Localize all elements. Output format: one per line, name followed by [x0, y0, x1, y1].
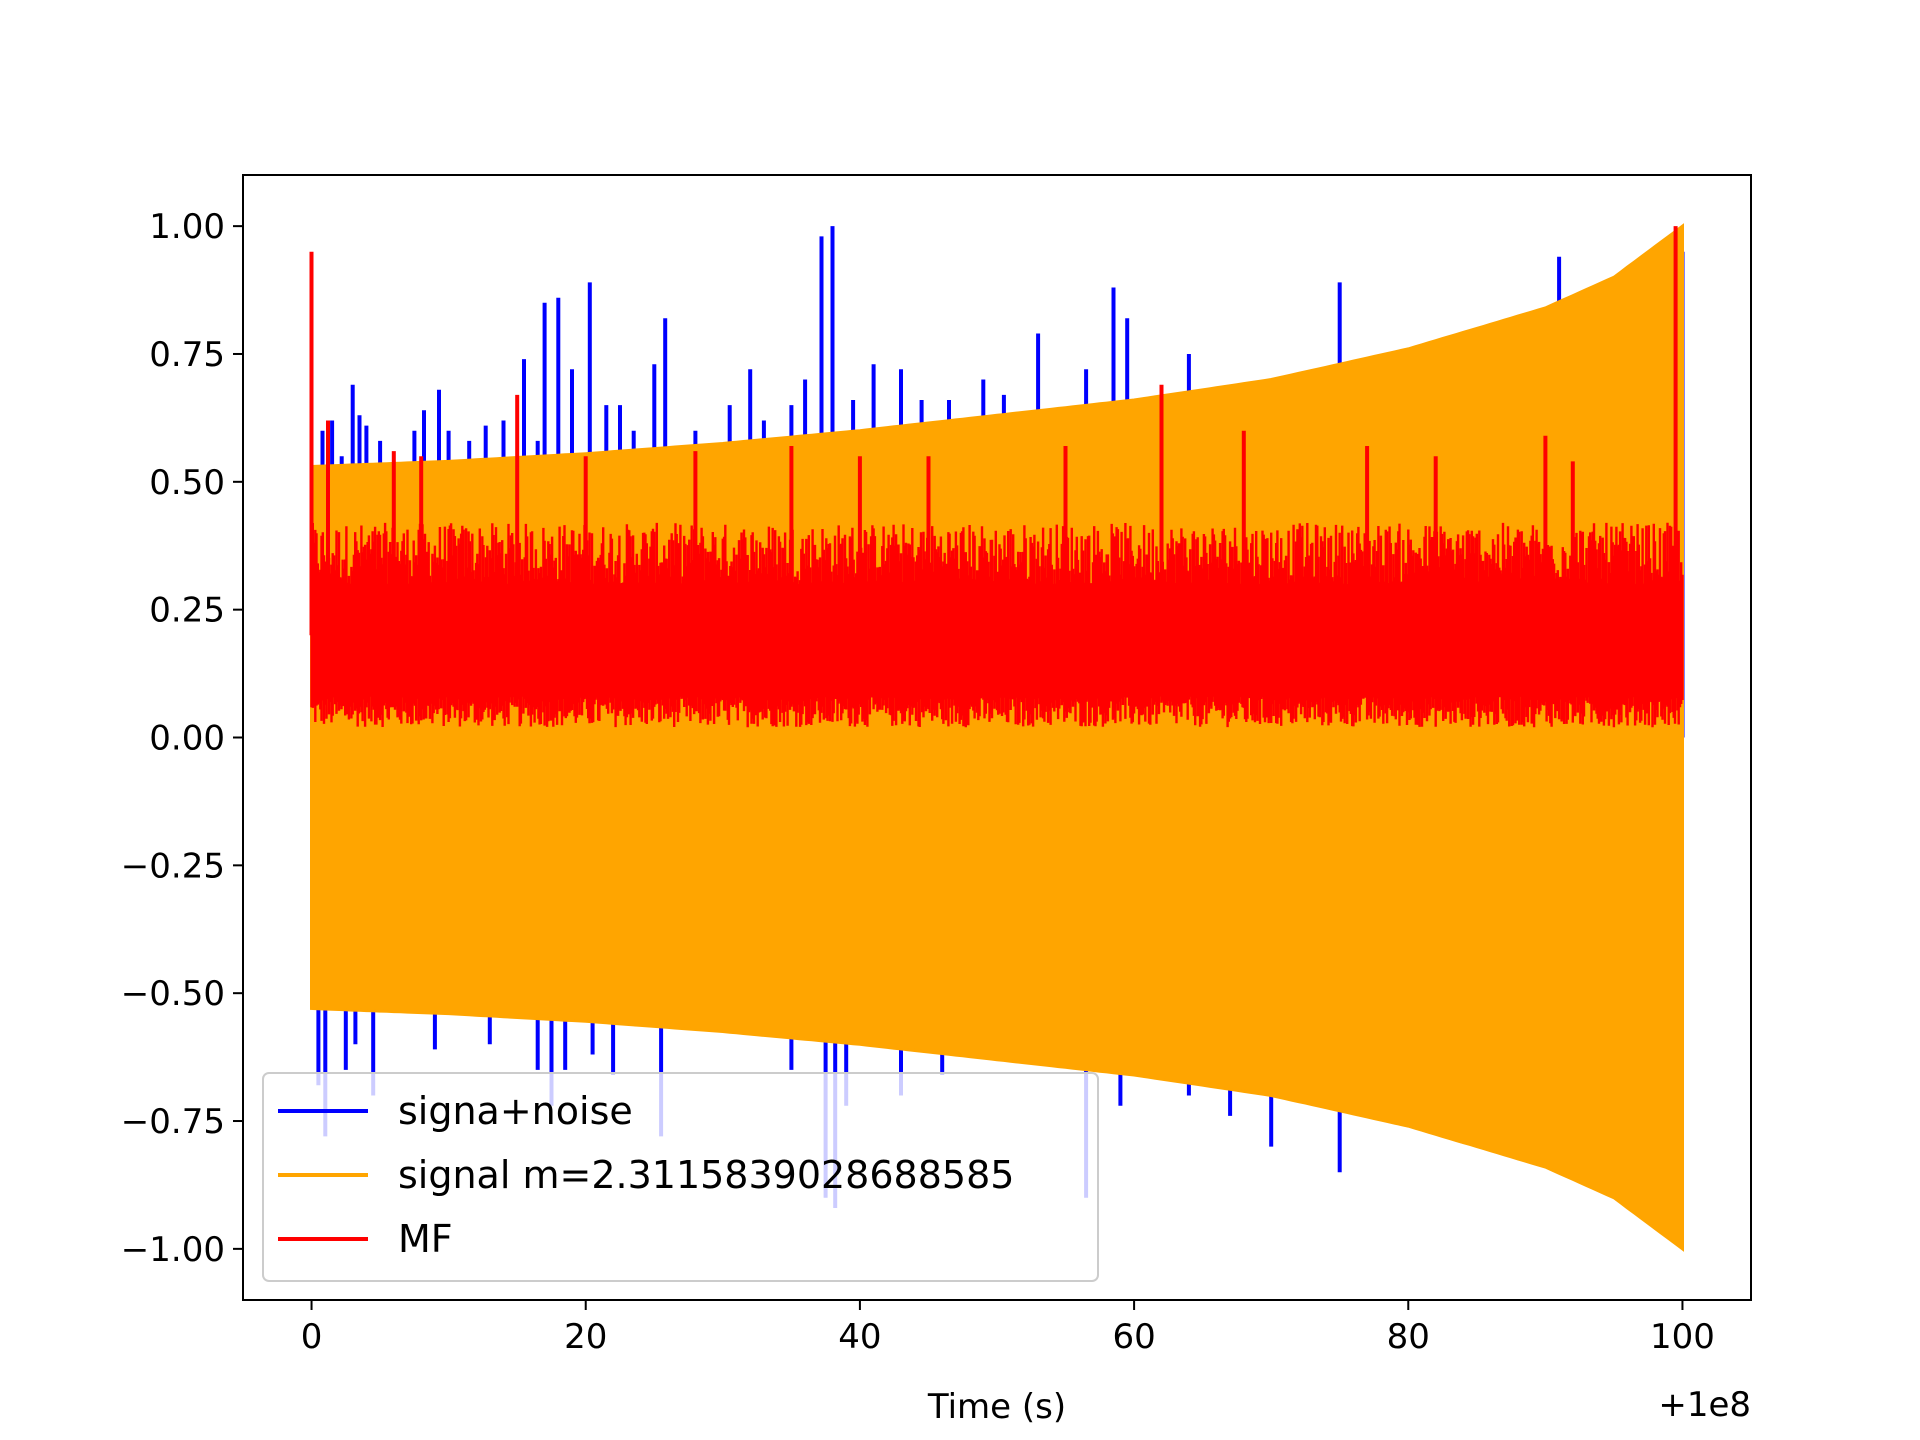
y-tick-label: 0.50 — [149, 463, 225, 503]
legend-box — [262, 1072, 1099, 1282]
y-axis: 1.00 0.75 0.50 0.25 0.00 −0.25 −0.50 −0.75 −1.00 — [121, 207, 243, 1270]
y-tick-label: −0.75 — [121, 1102, 225, 1142]
x-tick-label: 40 — [838, 1317, 881, 1357]
series-mf — [309, 226, 1684, 728]
y-tick-label: 1.00 — [149, 207, 225, 247]
y-tick-label: 0.75 — [149, 335, 225, 375]
x-tick-label: 100 — [1650, 1317, 1715, 1357]
signal-envelope-fill — [310, 223, 1684, 1252]
x-axis: 0 20 40 60 80 100 — [301, 1300, 1715, 1357]
y-tick-label: −0.50 — [121, 974, 225, 1014]
mf-band — [310, 522, 1684, 728]
mf-peaks — [309, 226, 1678, 636]
x-axis-offset-label: +1e8 — [1658, 1385, 1751, 1425]
y-tick-label: 0.25 — [149, 591, 225, 631]
legend: signa+noise signal m=2.3115839028688585 MF — [262, 1072, 1099, 1282]
legend-label: signa+noise — [398, 1089, 633, 1133]
x-tick-label: 60 — [1112, 1317, 1155, 1357]
y-tick-label: −1.00 — [121, 1230, 225, 1270]
series-signal — [310, 223, 1684, 1252]
plot-area — [309, 223, 1685, 1252]
x-axis-title: Time (s) — [927, 1387, 1066, 1427]
x-tick-label: 80 — [1387, 1317, 1430, 1357]
y-tick-label: 0.00 — [149, 719, 225, 759]
y-tick-label: −0.25 — [121, 846, 225, 886]
x-tick-label: 0 — [301, 1317, 323, 1357]
legend-label: signal m=2.3115839028688585 — [398, 1153, 1014, 1197]
x-tick-label: 20 — [564, 1317, 607, 1357]
legend-label: MF — [398, 1217, 453, 1261]
